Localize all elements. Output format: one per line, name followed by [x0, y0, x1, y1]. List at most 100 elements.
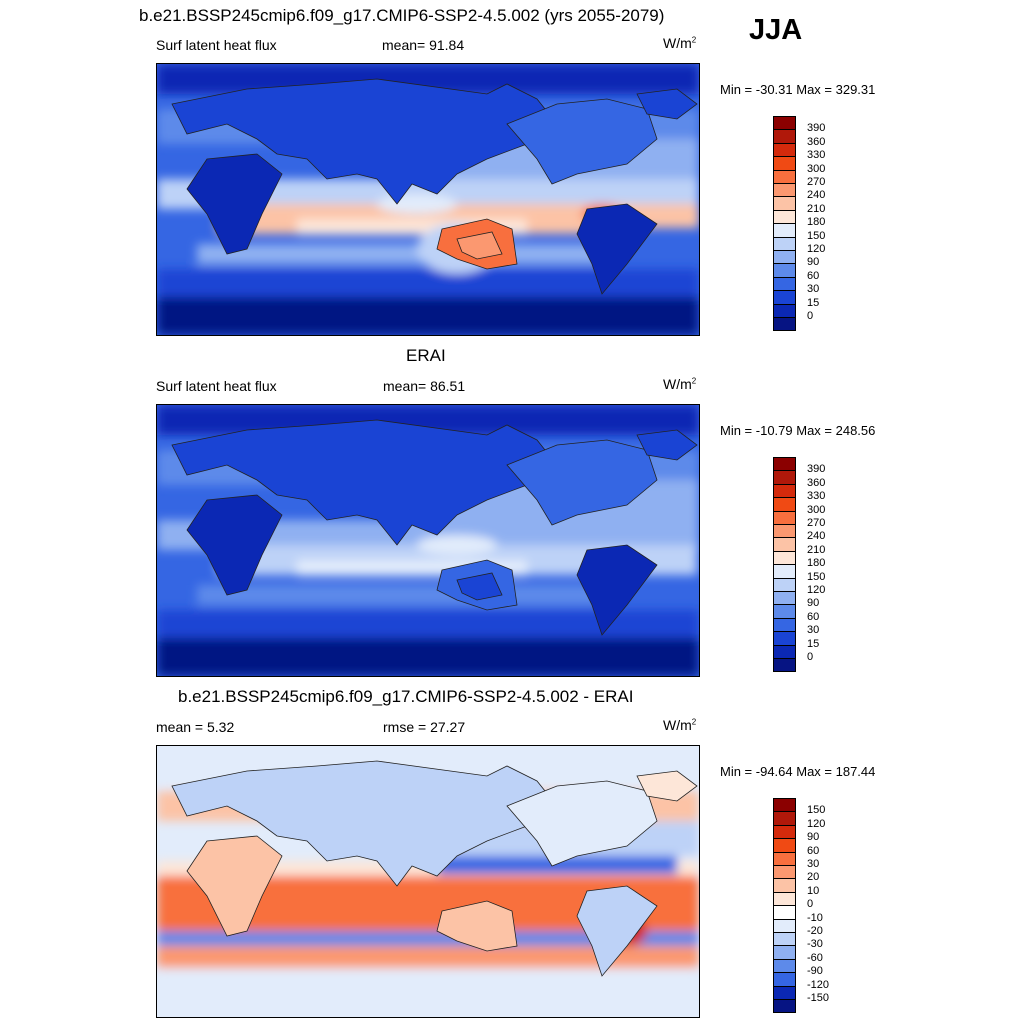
legend-swatch — [773, 604, 796, 619]
legend-swatch — [773, 932, 796, 947]
legend-label: -60 — [807, 951, 823, 964]
legend-label: 300 — [807, 503, 826, 516]
legend-swatch — [773, 317, 796, 332]
legend-label: -20 — [807, 925, 823, 937]
legend-label: 120 — [807, 243, 826, 255]
legend-swatch — [773, 550, 796, 566]
legend-label: 180 — [807, 557, 826, 570]
legend-swatch — [773, 999, 796, 1014]
mean-label: mean= 91.84 — [382, 37, 465, 53]
min-max-label: Min = -30.31 Max = 329.31 — [720, 82, 876, 97]
legend-label: 150 — [807, 804, 826, 817]
legend-swatch — [773, 824, 796, 840]
legend-label: 30 — [807, 858, 820, 870]
legend-label: 60 — [807, 844, 820, 857]
panel-title: b.e21.BSSP245cmip6.f09_g17.CMIP6-SSP2-4.… — [139, 6, 665, 25]
legend-label: -150 — [807, 992, 830, 1004]
mean-label: mean = 5.32 — [156, 719, 235, 735]
legend-label: 0 — [807, 651, 814, 663]
legend-label: 240 — [807, 530, 826, 543]
legend-label: 10 — [807, 884, 820, 897]
legend-swatch — [773, 156, 796, 171]
legend-swatch — [773, 537, 796, 552]
legend-label: 390 — [807, 122, 826, 135]
units-label: W/m2 — [663, 717, 697, 733]
legend-label: 0 — [807, 310, 814, 322]
legend-swatch — [773, 236, 796, 251]
legend-label: 120 — [807, 584, 826, 596]
legend-label: 360 — [807, 476, 826, 489]
min-max-label: Min = -94.64 Max = 187.44 — [720, 764, 876, 779]
legend-swatch — [773, 169, 796, 184]
legend-swatch — [773, 524, 796, 539]
units-label: W/m2 — [663, 376, 697, 392]
legend-label: -120 — [807, 978, 830, 991]
legend-swatch — [773, 838, 796, 853]
legend-label: 390 — [807, 463, 826, 476]
legend-label: 90 — [807, 597, 820, 610]
legend-swatch — [773, 196, 796, 211]
legend-swatch — [773, 905, 796, 920]
legend-label: 270 — [807, 176, 826, 188]
legend-swatch — [773, 945, 796, 960]
legend-swatch — [773, 644, 796, 659]
legend-label: 150 — [807, 229, 826, 242]
legend-swatch — [773, 116, 796, 131]
legend-swatch — [773, 497, 796, 512]
legend-label: 240 — [807, 189, 826, 202]
legend-swatch — [773, 591, 796, 606]
legend-swatch — [773, 972, 796, 987]
legend-swatch — [773, 985, 796, 1000]
legend-swatch — [773, 290, 796, 305]
legend-swatch — [773, 658, 796, 673]
legend-swatch — [773, 564, 796, 579]
legend-label: 270 — [807, 517, 826, 529]
legend-label: 360 — [807, 135, 826, 148]
legend-swatch — [773, 303, 796, 318]
legend-label: 330 — [807, 149, 826, 162]
legend-swatch — [773, 851, 796, 866]
units-label: W/m2 — [663, 35, 697, 51]
map-model — [156, 63, 700, 336]
variable-label: Surf latent heat flux — [156, 378, 277, 394]
legend-label: 15 — [807, 296, 820, 309]
legend-label: 120 — [807, 817, 826, 830]
rmse-label: rmse = 27.27 — [383, 719, 466, 735]
legend-swatch — [773, 470, 796, 485]
legend-swatch — [773, 865, 796, 880]
legend-swatch — [773, 798, 796, 813]
legend-label: 60 — [807, 610, 820, 623]
legend-label: 90 — [807, 256, 820, 269]
legend-label: 30 — [807, 283, 820, 296]
map-obs — [156, 404, 700, 677]
legend-swatch — [773, 250, 796, 265]
legend-swatch — [773, 878, 796, 893]
legend-label: 30 — [807, 624, 820, 637]
panel-title: ERAI — [406, 346, 446, 365]
legend-label: 210 — [807, 543, 826, 556]
legend-label: -10 — [807, 911, 823, 924]
legend-swatch — [773, 577, 796, 592]
legend-label: 15 — [807, 637, 820, 650]
legend-label: -30 — [807, 938, 823, 951]
panel-title: b.e21.BSSP245cmip6.f09_g17.CMIP6-SSP2-4.… — [178, 687, 634, 706]
legend-swatch — [773, 276, 796, 292]
legend-swatch — [773, 631, 796, 646]
legend-label: 150 — [807, 570, 826, 583]
legend-swatch — [773, 129, 796, 144]
legend-swatch — [773, 918, 796, 933]
legend-label: 300 — [807, 162, 826, 175]
legend-swatch — [773, 457, 796, 472]
legend-label: 0 — [807, 898, 814, 911]
legend-swatch — [773, 483, 796, 499]
legend-swatch — [773, 617, 796, 633]
legend-swatch — [773, 223, 796, 238]
legend-label: 90 — [807, 831, 820, 844]
legend-swatch — [773, 510, 796, 525]
legend-label: 210 — [807, 202, 826, 215]
variable-label: Surf latent heat flux — [156, 37, 277, 53]
legend-swatch — [773, 263, 796, 278]
map-difference — [156, 745, 700, 1018]
legend-label: 330 — [807, 490, 826, 503]
legend-label: -90 — [807, 965, 823, 978]
